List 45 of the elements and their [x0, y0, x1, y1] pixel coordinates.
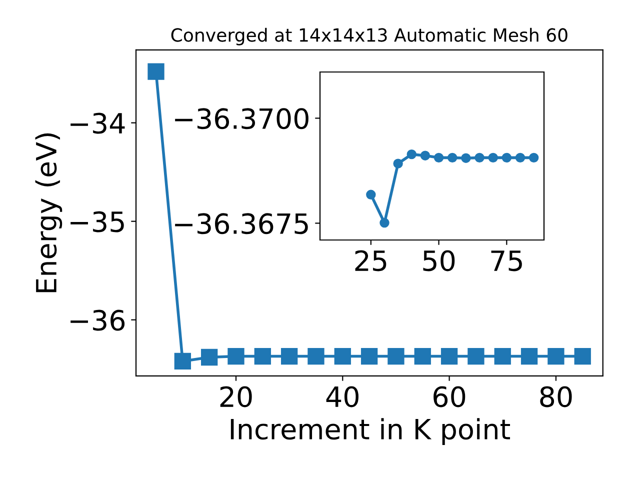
point: [434, 152, 444, 163]
point: [308, 348, 324, 365]
point: [461, 153, 471, 163]
point: [520, 348, 538, 365]
point: [406, 149, 416, 160]
point: [502, 152, 512, 163]
x-tick-label: 40: [326, 386, 358, 408]
point: [448, 152, 458, 163]
point: [200, 348, 218, 366]
point: [254, 348, 271, 365]
y-tick-label: −36.3700: [175, 108, 308, 130]
point: [393, 158, 403, 168]
x-tick-label: 25: [355, 250, 386, 272]
x-tick-label: 75: [491, 250, 522, 272]
point: [474, 152, 484, 163]
point: [280, 348, 298, 365]
point: [528, 152, 539, 163]
point: [380, 218, 390, 228]
y-tick-label: −35: [70, 211, 124, 232]
x-axis-title: Increment in K point: [230, 418, 510, 446]
point: [174, 352, 191, 370]
point: [388, 348, 404, 365]
y-tick-label: −36: [70, 310, 125, 331]
point: [228, 348, 244, 365]
y-axis-title: Energy (eV): [35, 133, 62, 292]
point: [414, 348, 431, 365]
x-tick-label: 20: [220, 386, 252, 408]
point: [494, 348, 511, 365]
point: [420, 150, 430, 160]
y-tick-label: −34: [70, 112, 125, 134]
x-tick-label: 50: [423, 250, 455, 272]
point: [148, 63, 164, 80]
x-tick-label: 60: [434, 386, 466, 408]
chart-title: Converged at 14x14x13 Automatic Mesh 60: [171, 28, 568, 46]
point: [548, 348, 564, 365]
x-tick-label: 80: [540, 386, 572, 408]
point: [574, 348, 591, 365]
point: [334, 348, 351, 365]
point: [360, 348, 378, 365]
point: [440, 348, 458, 365]
point: [468, 348, 484, 365]
point: [366, 190, 376, 200]
y-tick-label: −36.3675: [175, 213, 308, 234]
point: [488, 152, 498, 163]
point: [515, 152, 526, 163]
